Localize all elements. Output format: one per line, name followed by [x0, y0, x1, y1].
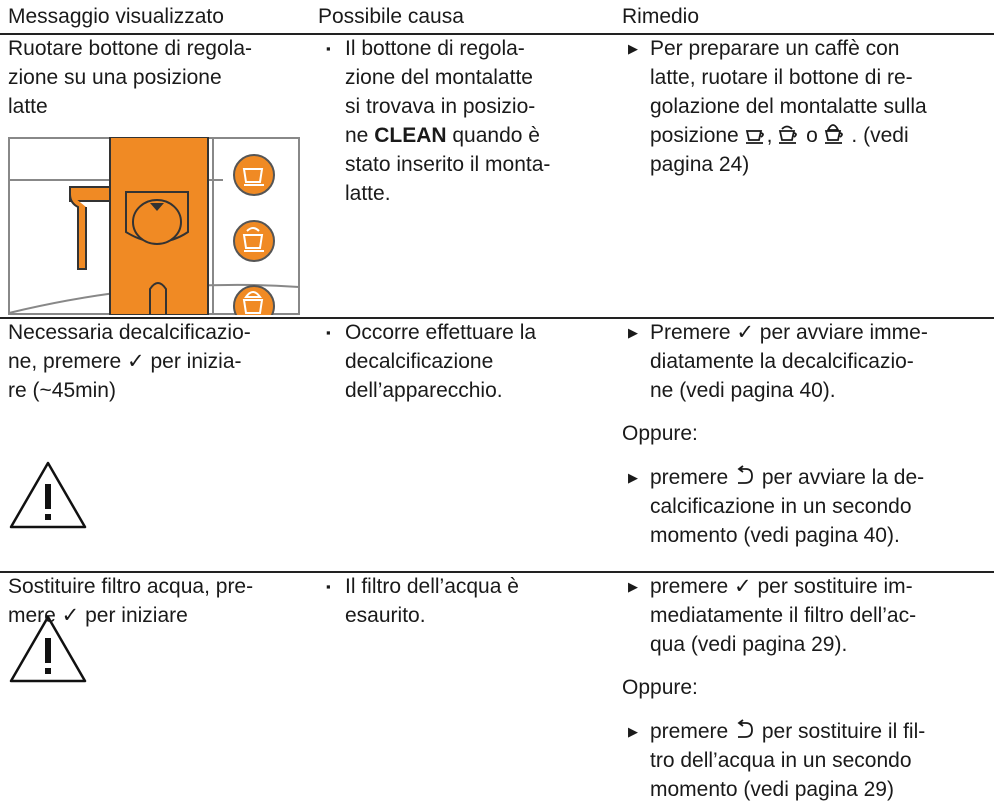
- text-line: Il filtro dell’acqua è: [345, 574, 519, 598]
- text-line: mere ✓ per iniziare: [8, 603, 188, 627]
- text-segment: premere: [650, 465, 735, 489]
- column-header: Messaggio visualizzato: [8, 5, 224, 28]
- arrow-bullet: ▶: [628, 324, 638, 340]
- text-line: Ruotare bottone di regola-: [8, 36, 252, 60]
- text-segment: . (vedi: [845, 123, 909, 147]
- text-line: Oppure:: [622, 421, 698, 445]
- milk-frother-illustration: [8, 137, 300, 315]
- text-line: calcificazione in un secondo: [650, 494, 912, 518]
- header-rule: [0, 33, 994, 35]
- arrow-bullet: ▶: [628, 40, 638, 56]
- text-line: premere per sostituire il fil-: [650, 717, 925, 746]
- text-segment: ne: [345, 123, 375, 147]
- text-line: ne, premere ✓ per inizia-: [8, 349, 242, 373]
- icon: [824, 123, 843, 144]
- arrow-bullet: ▶: [628, 578, 638, 594]
- icon: [779, 125, 798, 144]
- warning-icon: [9, 461, 87, 529]
- text-line: zione su una posizione: [8, 65, 222, 89]
- row-rule: [0, 317, 994, 319]
- arrow-bullet: ▶: [628, 469, 638, 485]
- arrow-bullet: ▶: [628, 723, 638, 739]
- column-header: Rimedio: [622, 5, 700, 28]
- text-segment: per avviare la de-: [756, 465, 925, 489]
- text-line: Premere ✓ per avviare imme-: [650, 320, 928, 344]
- text-line: diatamente la decalcificazio-: [650, 349, 914, 373]
- text-line: ne (vedi pagina 40).: [650, 378, 836, 402]
- text-line: Occorre effettuare la: [345, 320, 537, 344]
- column-header: Possibile causa: [318, 5, 464, 28]
- text-line: Oppure:: [622, 675, 698, 699]
- text-line: zione del montalatte: [345, 65, 533, 89]
- bullet: ▪: [326, 324, 331, 340]
- bullet: ▪: [326, 578, 331, 594]
- text-line: momento (vedi pagina 29): [650, 777, 894, 801]
- icon: [737, 464, 753, 484]
- text-segment: quando è: [446, 123, 540, 147]
- text-segment: posizione: [650, 123, 745, 147]
- text-line: si trovava in posizio-: [345, 94, 536, 118]
- text-line: premere ✓ per sostituire im-: [650, 574, 913, 598]
- text-line: stato inserito il monta-: [345, 152, 551, 176]
- text-line: posizione , o . (vedi: [650, 121, 909, 150]
- text-line: Sostituire filtro acqua, pre-: [8, 574, 254, 598]
- text-line: dell’apparecchio.: [345, 378, 503, 402]
- text-line: momento (vedi pagina 40).: [650, 523, 900, 547]
- text-segment: o: [800, 123, 824, 147]
- text-segment: premere: [650, 719, 735, 743]
- warning-icon: [9, 615, 87, 683]
- text-line: pagina 24): [650, 152, 750, 176]
- text-line: Il bottone di regola-: [345, 36, 525, 60]
- text-line: ne CLEAN quando è: [345, 121, 540, 150]
- text-segment: ,: [766, 123, 779, 147]
- text-line: decalcificazione: [345, 349, 494, 373]
- text-line: golazione del montalatte sulla: [650, 94, 927, 118]
- icon: [737, 718, 753, 738]
- text-segment: per sostituire il fil-: [756, 719, 926, 743]
- text-line: qua (vedi pagina 29).: [650, 632, 848, 656]
- bullet: ▪: [326, 40, 331, 56]
- text-segment: CLEAN: [374, 123, 447, 147]
- row-rule: [0, 571, 994, 573]
- text-line: latte.: [345, 181, 391, 205]
- text-line: esaurito.: [345, 603, 426, 627]
- icon: [745, 129, 764, 144]
- text-line: latte: [8, 94, 48, 118]
- text-line: mediatamente il filtro dell’ac-: [650, 603, 917, 627]
- text-line: premere per avviare la de-: [650, 463, 924, 492]
- text-line: tro dell’acqua in un secondo: [650, 748, 912, 772]
- text-line: latte, ruotare il bottone di re-: [650, 65, 913, 89]
- text-line: Per preparare un caffè con: [650, 36, 900, 60]
- text-line: Necessaria decalcificazio-: [8, 320, 251, 344]
- text-line: re (~45min): [8, 378, 116, 402]
